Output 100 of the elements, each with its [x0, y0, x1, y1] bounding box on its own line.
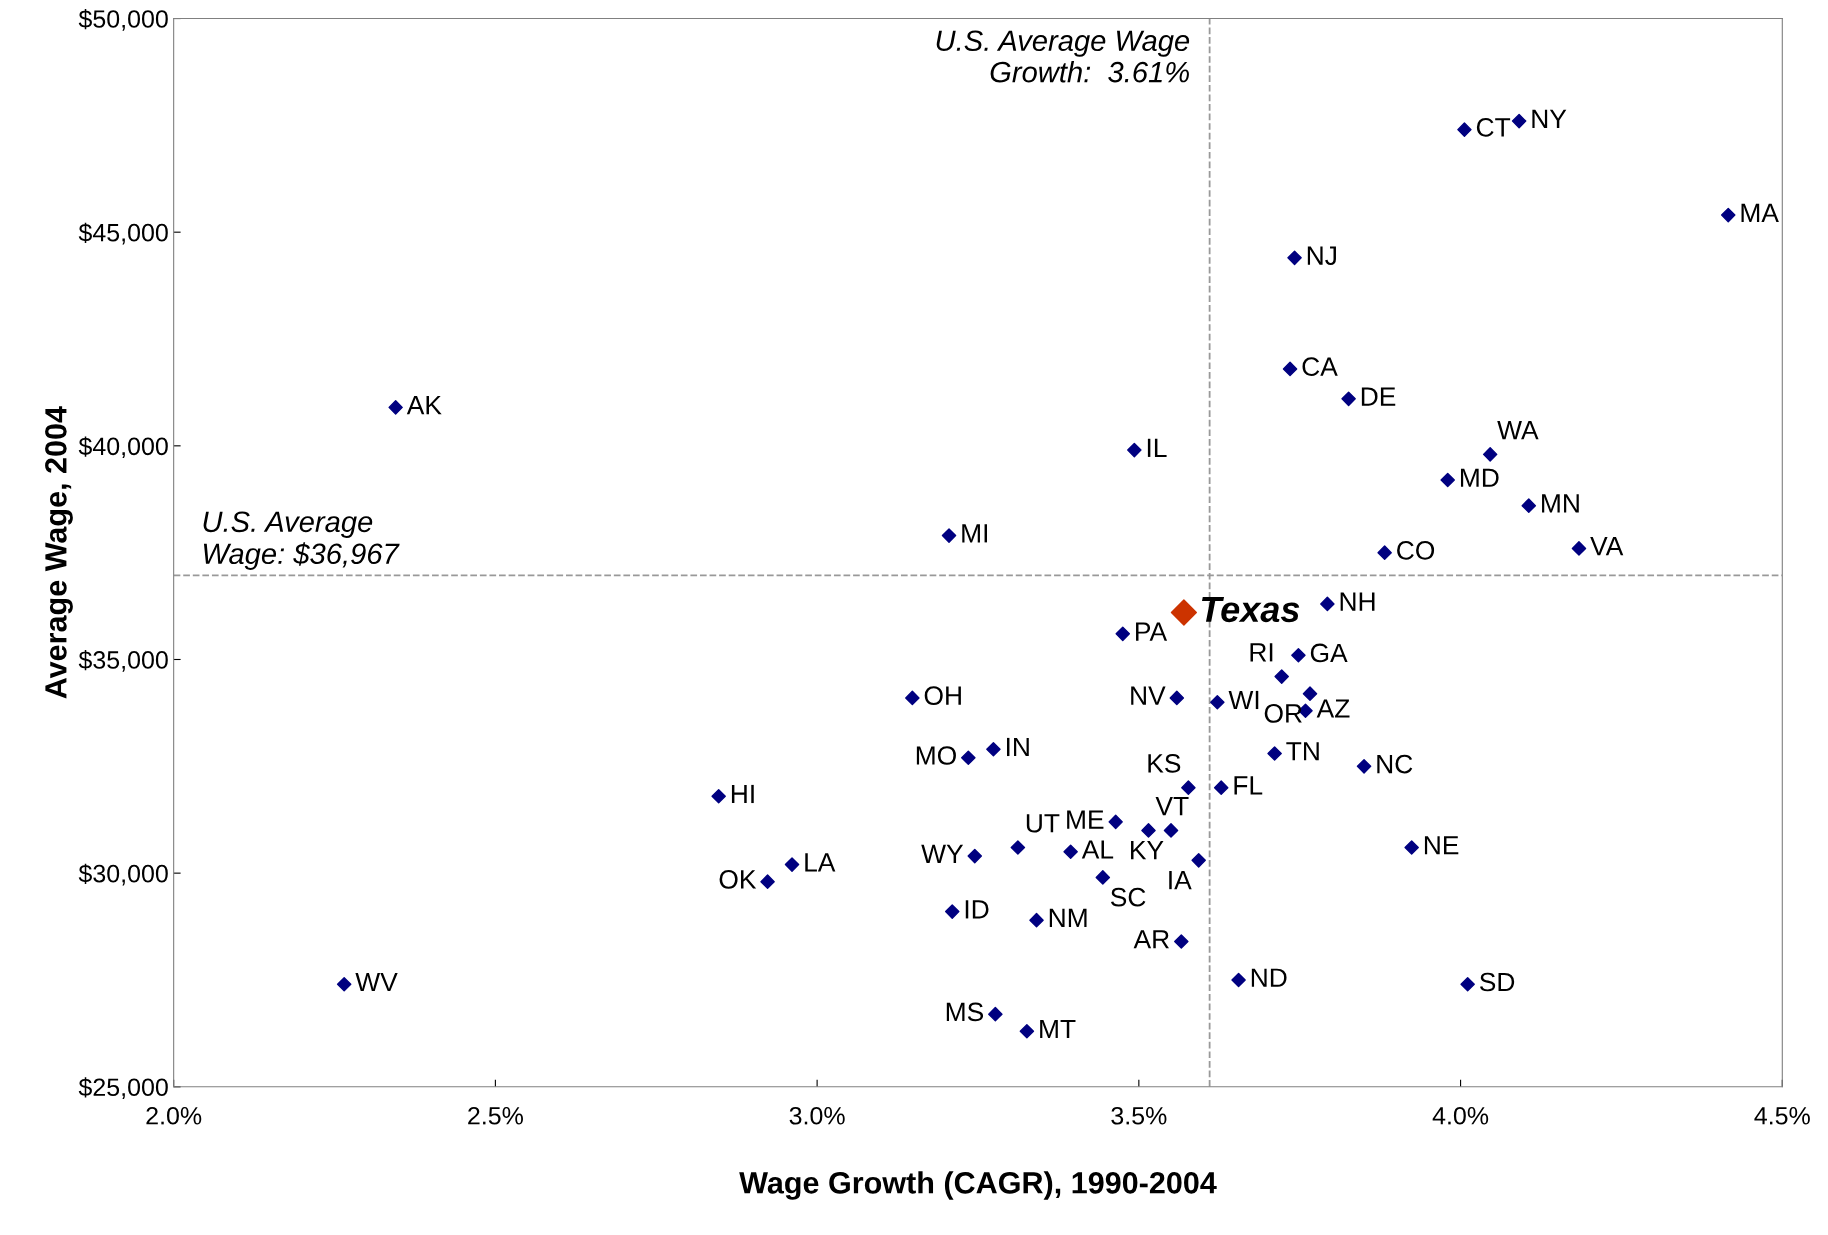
data-label: UT	[1026, 814, 1060, 833]
x-axis-title: Wage Growth (CAGR), 1990-2004	[739, 1171, 1217, 1200]
point	[1521, 498, 1537, 513]
point	[1356, 759, 1372, 774]
data-label: WV	[355, 972, 398, 992]
data-label: DE	[1361, 387, 1396, 406]
data-label: NV	[1131, 686, 1166, 705]
data-label: MD	[1460, 468, 1499, 487]
point	[1170, 599, 1198, 626]
data-label: AL	[1081, 840, 1114, 859]
point	[1115, 626, 1131, 642]
data-label: AZ	[1316, 699, 1350, 718]
data-label: LA	[805, 853, 836, 872]
data-label: NM	[1049, 908, 1087, 927]
point	[1169, 690, 1185, 706]
point	[1181, 780, 1196, 795]
y-axis-title: Average Wage, 2004	[45, 406, 73, 699]
point	[1511, 113, 1527, 129]
point	[941, 528, 957, 543]
data-label: SD	[1479, 972, 1515, 992]
data-label: KS	[1148, 754, 1181, 773]
point	[1457, 122, 1472, 137]
data-label: VT	[1155, 797, 1189, 816]
y-tick-label: $40,000	[78, 436, 168, 459]
point	[1440, 472, 1455, 488]
data-label: MN	[1542, 494, 1579, 513]
data-label: CO	[1397, 541, 1435, 560]
x-tick-label: 2.5%	[468, 1106, 523, 1125]
data-label: IL	[1147, 438, 1167, 457]
point	[1231, 972, 1246, 988]
point	[1108, 814, 1123, 830]
point	[1302, 686, 1318, 701]
point	[1213, 780, 1229, 795]
point	[711, 788, 726, 804]
data-label: MT	[1040, 1019, 1076, 1039]
point	[1720, 207, 1736, 223]
data-label: NE	[1424, 836, 1459, 855]
point	[1404, 840, 1419, 855]
x-tick-label: 4.5%	[1754, 1107, 1810, 1125]
point	[986, 741, 1001, 757]
data-label: IN	[1006, 737, 1029, 757]
point	[905, 690, 920, 706]
point	[1029, 912, 1044, 928]
x-tick-label: 3.0%	[789, 1106, 845, 1125]
point	[1282, 361, 1298, 377]
point	[1095, 870, 1111, 885]
data-label: MO	[916, 746, 956, 765]
data-label: NY	[1532, 109, 1567, 128]
data-label: CT	[1476, 118, 1511, 137]
data-label: FL	[1234, 776, 1263, 795]
y-tick-label: $25,000	[78, 1077, 168, 1100]
ref-line-label: U.S. Average Wage: $36,967	[203, 511, 400, 570]
data-label: AR	[1133, 930, 1169, 949]
point	[1019, 1023, 1035, 1039]
point	[1482, 447, 1498, 462]
point	[1287, 250, 1302, 266]
point	[967, 848, 983, 864]
point	[1141, 823, 1156, 838]
data-label: MI	[962, 524, 988, 543]
data-label: WA	[1497, 421, 1539, 440]
point	[1010, 840, 1026, 855]
point	[1274, 669, 1289, 684]
data-label: NH	[1340, 592, 1375, 611]
point	[1291, 647, 1306, 663]
data-label: SC	[1110, 887, 1146, 907]
y-tick-label: $45,000	[78, 222, 168, 245]
data-label: NC	[1377, 754, 1413, 774]
point	[1267, 746, 1282, 761]
data-label: CA	[1302, 357, 1338, 376]
ref-line-label: U.S. Average Wage Growth: 3.61%	[936, 30, 1190, 83]
data-label: HI	[731, 784, 754, 804]
data-label: PA	[1136, 622, 1168, 641]
point	[1460, 976, 1475, 992]
y-tick-label: $30,000	[78, 863, 168, 886]
point	[388, 400, 403, 415]
point	[1174, 934, 1189, 949]
point	[1571, 541, 1587, 556]
y-tick-label: $35,000	[78, 650, 168, 672]
point	[1341, 391, 1356, 407]
x-tick-label: 2.0%	[146, 1106, 202, 1125]
x-tick-label: 3.5%	[1111, 1106, 1167, 1125]
data-label: OK	[719, 870, 757, 889]
point	[1377, 545, 1392, 560]
data-label: VA	[1590, 537, 1624, 556]
y-tick-label: $50,000	[78, 9, 168, 31]
point	[1210, 694, 1225, 710]
point	[988, 1006, 1003, 1022]
point	[961, 750, 976, 766]
data-label: GA	[1310, 643, 1348, 663]
point	[760, 874, 775, 889]
data-label: IA	[1169, 871, 1192, 890]
point	[1320, 596, 1335, 612]
data-label: OH	[924, 686, 961, 706]
data-label: ND	[1251, 968, 1287, 987]
data-label: MS	[946, 1002, 984, 1022]
data-label: ME	[1067, 810, 1104, 829]
point	[784, 857, 800, 872]
data-label: RI	[1250, 643, 1273, 662]
point	[1063, 844, 1078, 860]
data-label: AK	[406, 396, 442, 415]
